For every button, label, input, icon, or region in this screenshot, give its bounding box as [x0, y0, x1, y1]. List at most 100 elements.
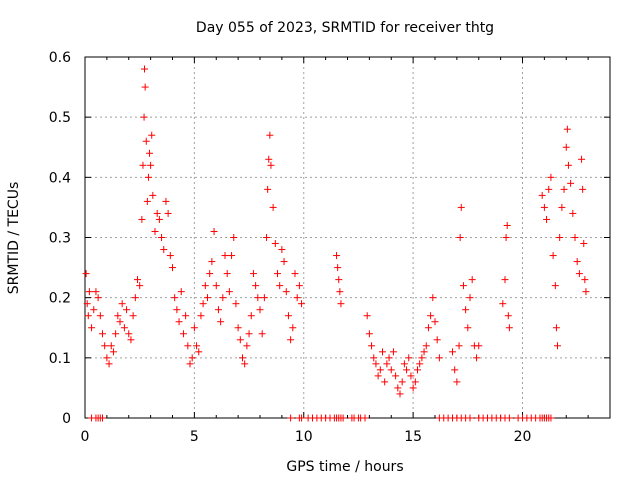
data-point: [241, 360, 249, 368]
data-point: [217, 318, 225, 326]
data-point: [214, 306, 222, 314]
data-point: [504, 312, 512, 320]
data-point: [151, 227, 159, 235]
data-point: [451, 366, 459, 374]
data-point: [118, 300, 126, 308]
data-point: [396, 390, 404, 398]
data-point: [545, 185, 553, 193]
data-point: [431, 318, 439, 326]
data-point: [398, 378, 406, 386]
data-point: [276, 282, 284, 290]
data-point: [228, 252, 236, 260]
data-point: [177, 288, 185, 296]
data-point: [547, 414, 555, 422]
data-point: [334, 264, 342, 272]
data-point: [120, 324, 128, 332]
data-point: [107, 342, 115, 350]
data-point: [422, 342, 430, 350]
data-point: [573, 258, 581, 266]
data-point: [263, 234, 271, 241]
x-axis-label: GPS time / hours: [286, 459, 403, 475]
data-point: [260, 294, 268, 302]
data-point: [173, 306, 181, 314]
data-point: [171, 294, 179, 302]
data-point: [160, 246, 168, 254]
data-point: [225, 288, 233, 296]
data-point: [219, 294, 227, 302]
data-point: [475, 342, 483, 350]
data-point: [195, 348, 203, 356]
data-point: [581, 276, 589, 284]
data-point: [149, 191, 157, 199]
x-tick-label: 0: [81, 429, 90, 445]
data-point: [420, 348, 428, 356]
data-point: [153, 209, 161, 217]
data-point: [466, 414, 474, 422]
data-point: [103, 354, 111, 362]
data-point: [374, 372, 382, 380]
data-point: [562, 143, 570, 151]
data-point: [407, 372, 415, 380]
data-point: [578, 155, 586, 163]
data-point: [85, 288, 93, 296]
data-point: [127, 336, 135, 344]
data-point: [232, 300, 240, 308]
data-point: [143, 197, 151, 205]
data-point: [575, 270, 583, 278]
y-tick-label: 0.5: [49, 110, 71, 126]
data-point: [418, 354, 426, 362]
data-point: [558, 203, 566, 211]
axis-tick-labels: 0 5 10 15 20 0 0.1 0.2 0.3 0.4 0.5 0.6: [49, 50, 532, 445]
data-point: [333, 252, 341, 260]
data-point: [188, 354, 196, 362]
data-point: [138, 215, 146, 223]
data-point: [267, 161, 275, 169]
data-point: [92, 288, 100, 296]
data-point: [547, 173, 555, 181]
data-point: [280, 258, 288, 266]
data-point: [243, 342, 251, 350]
data-point: [365, 330, 373, 338]
data-point: [114, 312, 122, 320]
data-point: [473, 354, 481, 362]
data-point: [293, 294, 301, 302]
y-tick-label: 0: [62, 411, 71, 427]
data-point: [462, 306, 470, 314]
data-point: [101, 342, 109, 350]
data-point: [433, 336, 441, 344]
data-point: [201, 282, 209, 290]
data-point: [543, 215, 551, 223]
data-point: [109, 348, 117, 356]
data-point: [221, 252, 229, 260]
data-point: [571, 234, 579, 241]
data-point: [131, 294, 139, 302]
data-point: [287, 414, 295, 422]
data-point: [105, 360, 113, 368]
data-point: [140, 113, 148, 121]
data-point: [298, 300, 306, 308]
data-point: [166, 252, 174, 260]
data-point: [392, 372, 400, 380]
data-point: [363, 312, 371, 320]
data-point: [249, 270, 257, 278]
x-tick-label: 20: [514, 429, 532, 445]
data-point: [379, 348, 386, 356]
data-point: [179, 330, 187, 338]
data-point: [125, 330, 133, 338]
data-point: [387, 366, 395, 374]
data-point: [389, 348, 397, 356]
data-point: [274, 270, 281, 278]
data-point: [164, 209, 172, 217]
y-tick-label: 0.4: [49, 170, 71, 186]
data-point: [142, 137, 150, 145]
data-point: [265, 155, 273, 163]
data-point: [162, 197, 170, 205]
data-point: [136, 282, 144, 290]
data-point: [361, 414, 369, 422]
data-point: [337, 300, 345, 308]
data-point: [385, 354, 393, 362]
data-point: [564, 161, 572, 169]
data-point: [456, 234, 464, 241]
data-point: [141, 65, 148, 73]
